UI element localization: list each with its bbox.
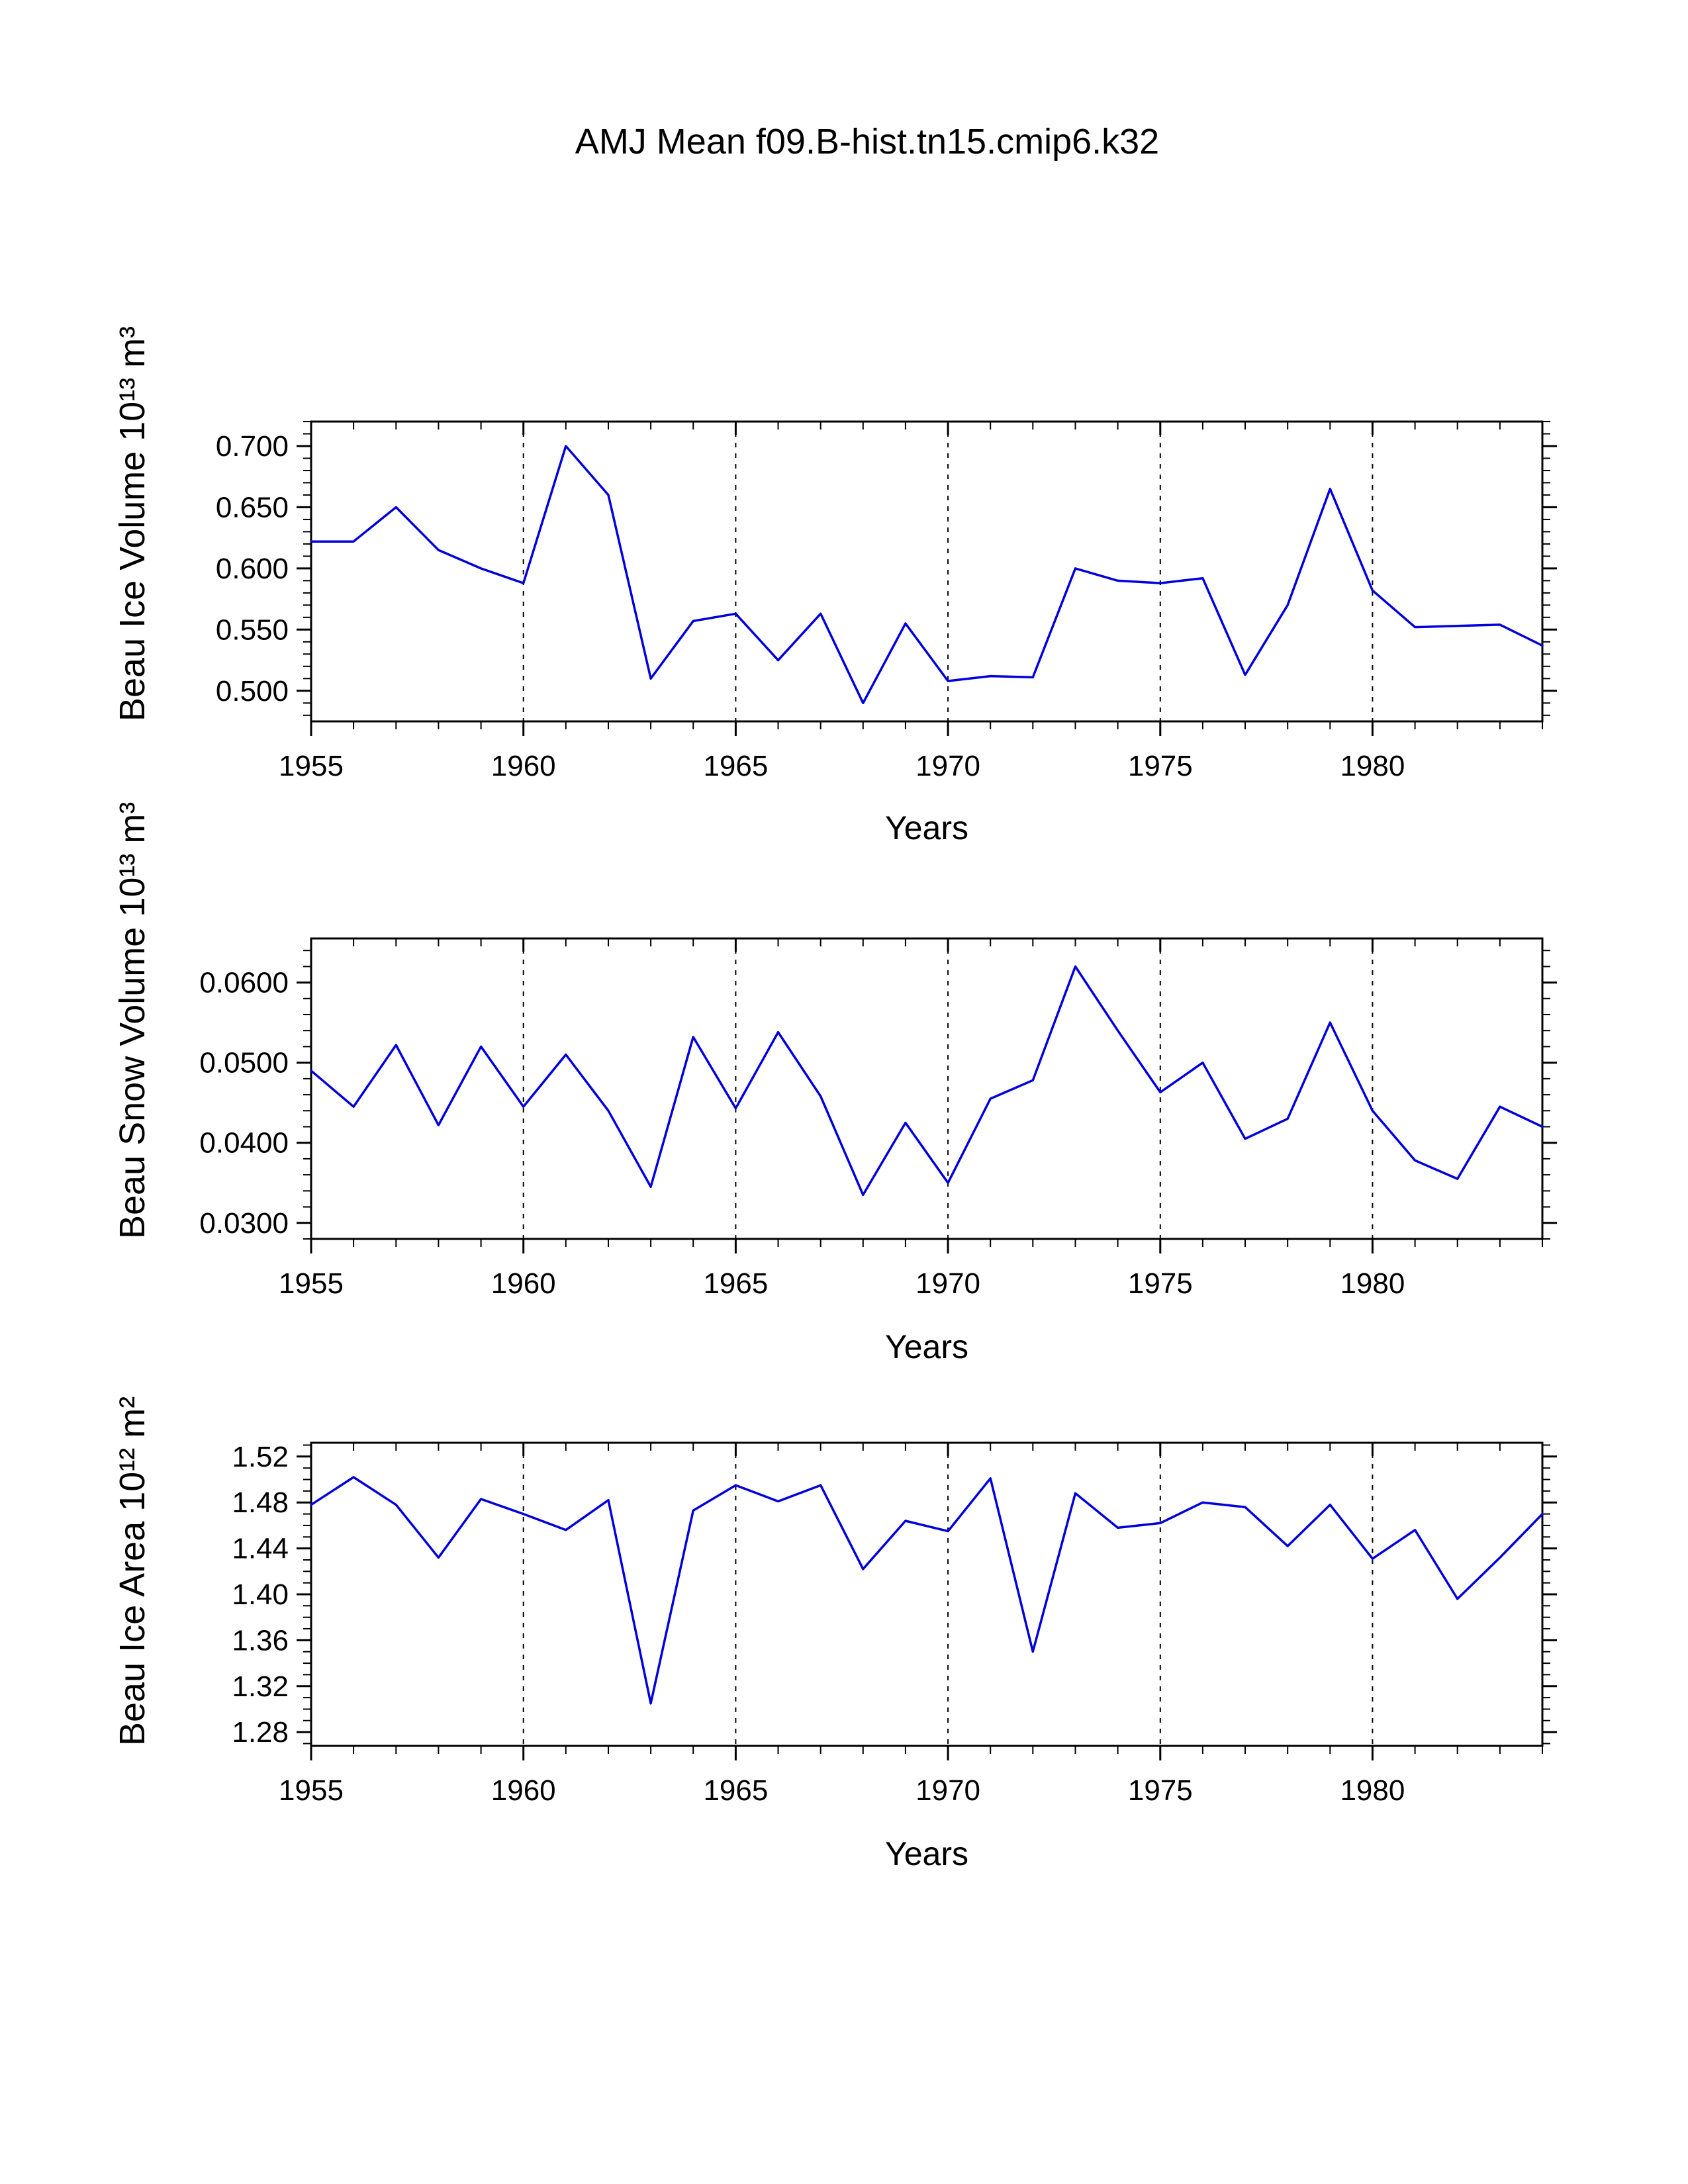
panel-ice-area-ylabel: Beau Ice Area 10¹² m² <box>113 1396 152 1746</box>
x-tick-label: 1970 <box>915 1774 980 1807</box>
x-tick-label: 1965 <box>703 750 768 782</box>
y-tick-label: 1.44 <box>232 1533 289 1565</box>
y-tick-label: 1.28 <box>232 1716 289 1749</box>
y-tick-label: 0.600 <box>216 553 289 585</box>
x-tick-label: 1975 <box>1128 1267 1193 1300</box>
y-tick-label: 0.0400 <box>199 1127 289 1160</box>
panel-snow-volume-line <box>310 965 1544 1197</box>
x-tick-label: 1975 <box>1128 1774 1193 1807</box>
x-tick-label: 1960 <box>491 1267 556 1300</box>
y-tick-label: 0.650 <box>216 491 289 523</box>
x-tick-label: 1960 <box>491 750 556 782</box>
x-tick-label: 1955 <box>279 1267 344 1300</box>
panel-ice-volume-xlabel: Years <box>885 809 968 846</box>
y-tick-label: 0.0300 <box>199 1207 289 1240</box>
x-tick-label: 1960 <box>491 1774 556 1807</box>
y-tick-label: 0.0500 <box>199 1047 289 1079</box>
y-tick-label: 1.36 <box>232 1624 289 1657</box>
y-tick-label: 1.40 <box>232 1578 289 1611</box>
panel-ice-volume-ylabel: Beau Ice Volume 10¹³ m³ <box>113 326 152 721</box>
x-tick-label: 1965 <box>703 1774 768 1807</box>
panel-ice-area-axes: 1.28 1.32 1.36 1.40 1.44 1.48 1.52 1955 1960 1965… <box>232 1441 1557 1807</box>
panel-snow-volume-axes: 0.0300 0.0400 0.0500 0.0600 1955 1960 1965 1970… <box>199 937 1557 1300</box>
x-tick-label: 1975 <box>1128 750 1193 782</box>
panel-snow-volume: 0.0300 0.0400 0.0500 0.0600 1955 1960 1965 1970… <box>113 802 1557 1365</box>
y-tick-label: 1.32 <box>232 1670 289 1703</box>
chart-title: AMJ Mean f09.B-hist.tn15.cmip6.k32 <box>575 122 1159 161</box>
panel-ice-volume: 0.500 0.550 0.600 0.650 0.700 1955 1960 1965 197… <box>113 326 1557 846</box>
y-tick-label: 0.550 <box>216 614 289 646</box>
x-tick-label: 1970 <box>915 1267 980 1300</box>
panel-ice-area-xlabel: Years <box>885 1835 968 1872</box>
panel-ice-volume-axes: 0.500 0.550 0.600 0.650 0.700 1955 1960 1965 197… <box>216 420 1557 782</box>
y-tick-label: 0.0600 <box>199 967 289 999</box>
panel-ice-area-line <box>310 1476 1544 1705</box>
panel-ice-area: 1.28 1.32 1.36 1.40 1.44 1.48 1.52 1955 1960 1965… <box>113 1396 1557 1872</box>
x-tick-label: 1980 <box>1340 1774 1405 1807</box>
x-tick-label: 1980 <box>1340 1267 1405 1300</box>
x-tick-label: 1980 <box>1340 750 1405 782</box>
x-tick-label: 1955 <box>279 1774 344 1807</box>
y-tick-label: 1.52 <box>232 1441 289 1473</box>
panel-snow-volume-ylabel: Beau Snow Volume 10¹³ m³ <box>113 802 152 1239</box>
panel-ice-volume-line <box>310 445 1544 705</box>
x-tick-label: 1955 <box>279 750 344 782</box>
y-tick-label: 1.48 <box>232 1486 289 1519</box>
panel-snow-volume-xlabel: Years <box>885 1328 968 1365</box>
x-tick-label: 1970 <box>915 750 980 782</box>
y-tick-label: 0.500 <box>216 675 289 707</box>
x-tick-label: 1965 <box>703 1267 768 1300</box>
y-tick-label: 0.700 <box>216 430 289 463</box>
